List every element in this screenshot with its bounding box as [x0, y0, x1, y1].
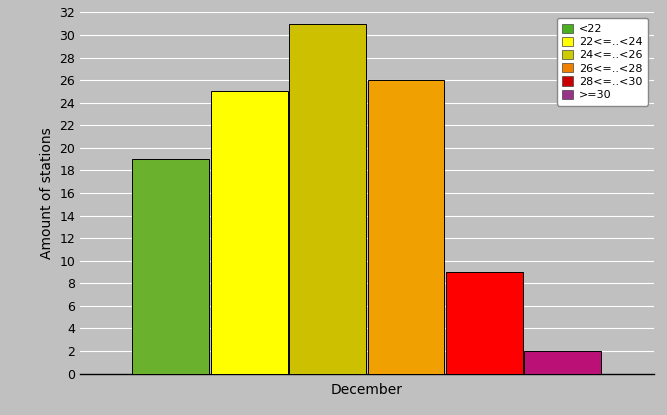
Bar: [133, 159, 209, 374]
Bar: [289, 24, 366, 374]
Bar: [368, 80, 444, 374]
Bar: [211, 91, 287, 374]
Y-axis label: Amount of stations: Amount of stations: [40, 127, 54, 259]
Legend: <22, 22<=..<24, 24<=..<26, 26<=..<28, 28<=..<30, >=30: <22, 22<=..<24, 24<=..<26, 26<=..<28, 28…: [557, 18, 648, 106]
Bar: [524, 351, 601, 374]
Bar: [446, 272, 523, 374]
